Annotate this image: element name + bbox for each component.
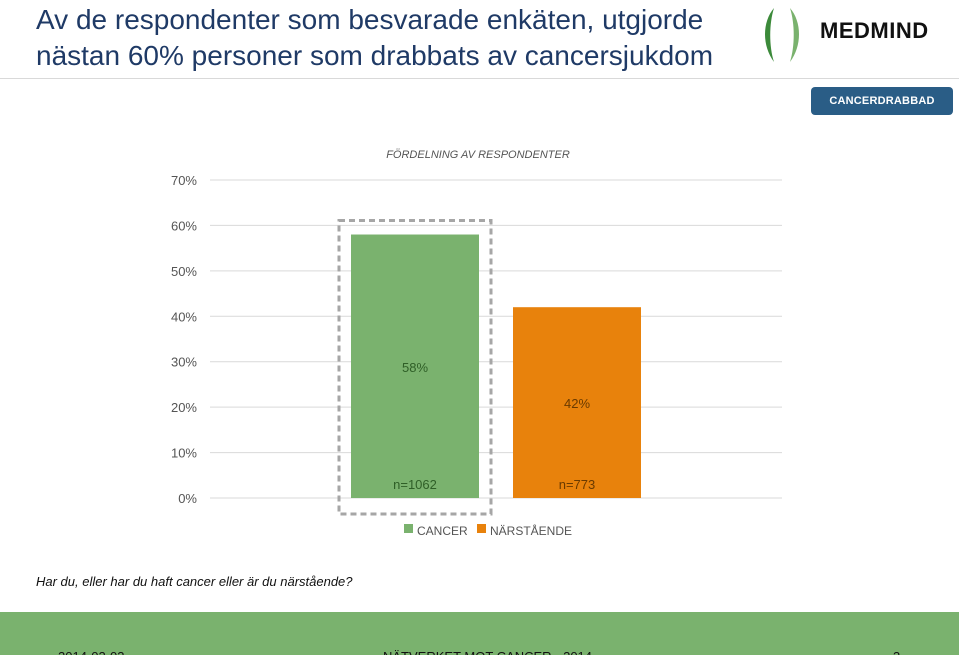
slide-title: Av de respondenter som besvarade enkäten… (36, 4, 714, 71)
title-divider (0, 78, 959, 79)
legend-swatch (404, 524, 413, 533)
survey-question: Har du, eller har du haft cancer eller ä… (36, 574, 353, 589)
y-tick-label: 0% (178, 491, 197, 506)
data-label: 58% (402, 360, 428, 375)
y-tick-label: 40% (171, 309, 197, 324)
legend-label: CANCER (417, 524, 468, 538)
bar-närstående (513, 307, 641, 498)
highlight-frame (337, 219, 493, 516)
medmind-logo: MEDMIND (760, 4, 955, 66)
legend-swatch (477, 524, 486, 533)
logo-wordmark: MEDMIND (820, 18, 929, 43)
y-tick-label: 10% (171, 446, 197, 461)
footer-strip (0, 655, 959, 663)
y-tick-label: 70% (171, 173, 197, 188)
segment-badge: CANCERDRABBAD (811, 87, 953, 115)
y-tick-label: 50% (171, 264, 197, 279)
y-tick-label: 30% (171, 355, 197, 370)
logo-leaf-icon (765, 8, 799, 62)
n-label: n=773 (559, 477, 596, 492)
y-tick-label: 60% (171, 218, 197, 233)
bar-chart: 0% 10% 20% 30% 40% 50% 60% 70% FÖRDELNING AV RES… (171, 149, 782, 538)
data-label: 42% (564, 396, 590, 411)
footer-bar: 2014-02-03 NÄTVERKET MOT CANCER - 2014 3 (0, 612, 959, 664)
n-label: n=1062 (393, 477, 437, 492)
bar-cancer (351, 234, 479, 498)
chart-title: FÖRDELNING AV RESPONDENTER (386, 149, 570, 161)
legend-label: NÄRSTÅENDE (490, 523, 572, 538)
y-tick-label: 20% (171, 400, 197, 415)
